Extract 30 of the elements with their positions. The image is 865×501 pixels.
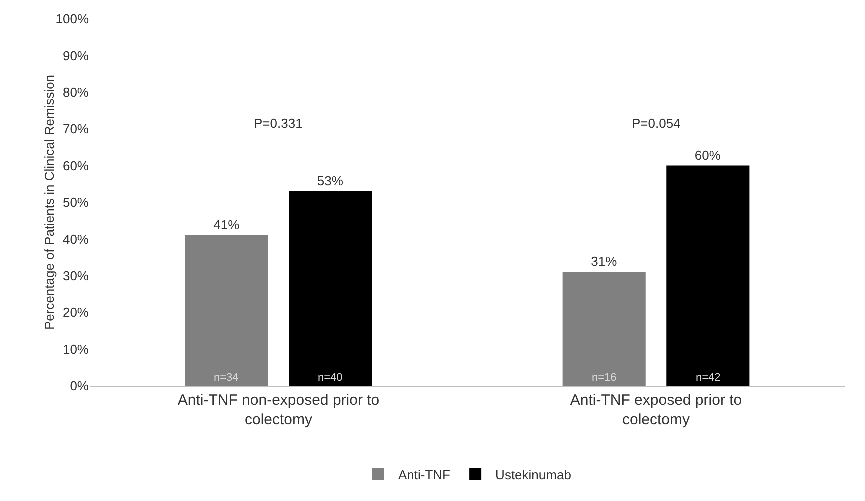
y-tick-label: 70% [62,122,90,137]
annotation: P=0.331 [254,116,303,131]
bar [289,191,372,386]
data-label: 41% [214,218,240,233]
y-tick-label: 10% [62,342,90,357]
y-axis-title: Percentage of Patients in Clinical Remission [42,74,57,330]
y-tick-label: 0% [70,378,90,394]
y-tick-label: 80% [62,84,90,100]
x-tick-label: Anti-TNF non-exposed prior to colectomy [178,392,380,428]
y-tick-label: 30% [62,268,90,284]
annotation: P=0.054 [632,116,681,131]
legend-label: Anti-TNF [398,467,451,482]
annotation: n=34 [214,372,239,384]
bar [562,272,646,386]
y-tick-label: 60% [62,158,90,174]
data-label: 60% [694,148,722,163]
bar [185,236,268,386]
annotation: n=42 [696,372,721,384]
annotation: n=40 [318,372,343,384]
x-tick-label: Anti-TNF exposed prior to colectomy [570,392,742,428]
y-tick-label: 90% [62,48,90,64]
y-tick-label: 20% [62,305,90,320]
data-label: 31% [591,254,618,270]
legend-label: Ustekinumab [496,467,572,482]
data-label: 53% [317,173,344,188]
annotation: n=16 [592,372,617,384]
y-tick-label: 50% [62,195,90,210]
bar [666,166,750,386]
y-tick-label: 40% [62,232,90,247]
y-tick-label: 100% [56,12,90,27]
